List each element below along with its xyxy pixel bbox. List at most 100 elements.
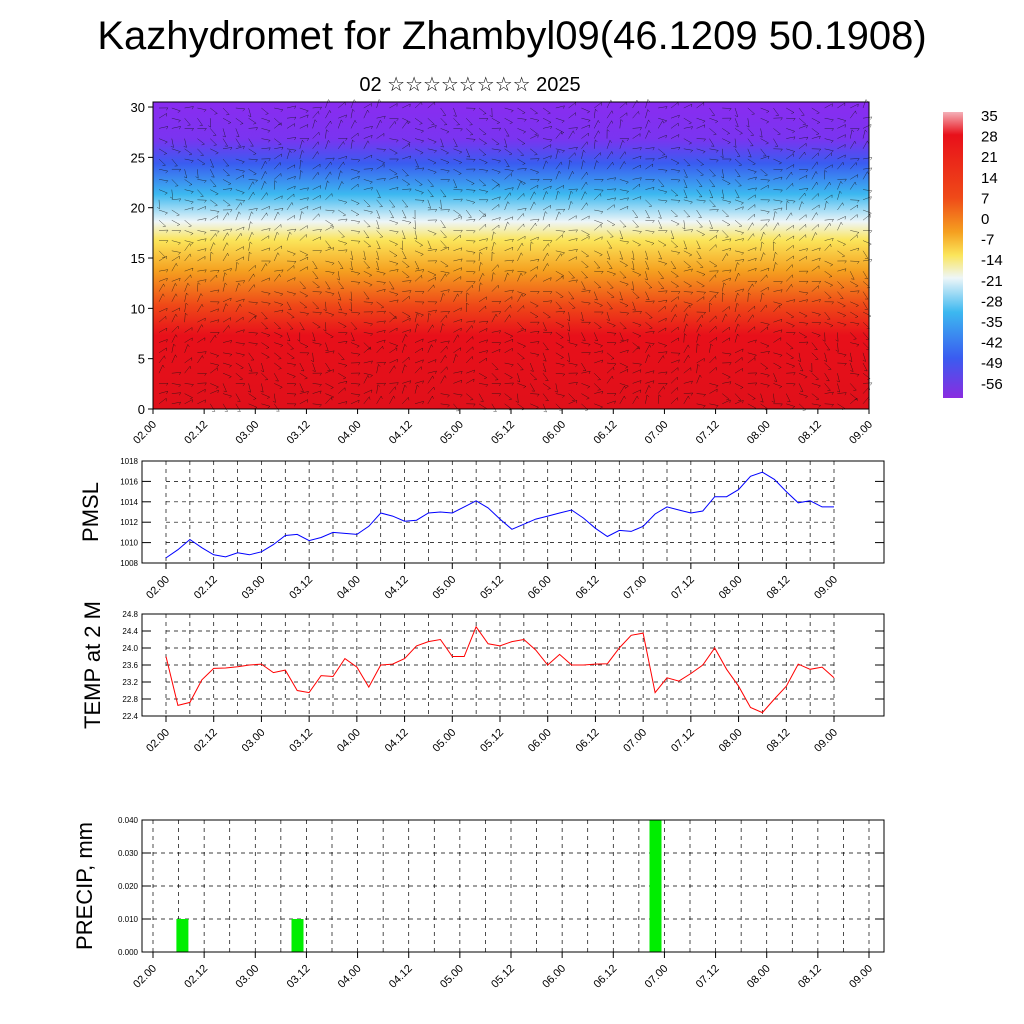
wind-barb <box>734 169 741 177</box>
wind-barb <box>286 228 296 231</box>
wind-barb-flag <box>281 195 283 199</box>
wind-barb-flag <box>778 367 782 369</box>
page-subtitle: 02 ☆☆☆☆☆☆☆☆ 2025 <box>359 74 581 96</box>
wind-barb-flag <box>236 135 240 138</box>
wind-barb <box>235 303 241 313</box>
wind-barb <box>363 103 372 109</box>
wind-barb-flag <box>777 133 781 136</box>
wind-barb <box>376 148 386 150</box>
wind-barb-flag <box>255 208 258 212</box>
wind-barb <box>363 260 370 268</box>
wind-barb-flag <box>754 281 758 284</box>
wind-barb <box>734 220 743 227</box>
wind-barb-flag <box>522 112 526 115</box>
wind-barb-flag <box>792 406 795 409</box>
wind-barb <box>594 219 603 224</box>
wind-barb-flag <box>626 191 629 194</box>
wind-barb-flag <box>498 393 501 397</box>
wind-barb <box>837 392 847 394</box>
wind-barb <box>850 321 860 325</box>
wind-barb-flag <box>585 409 589 411</box>
wind-barb-flag <box>217 301 220 305</box>
wind-barb <box>299 311 309 314</box>
wind-barb <box>248 107 252 117</box>
wind-barb-flag <box>495 314 498 318</box>
wind-barb-flag <box>690 201 693 205</box>
wind-barb <box>312 362 316 372</box>
wind-barb <box>824 260 833 265</box>
wind-barb <box>427 324 433 333</box>
wind-barb-flag <box>166 339 168 343</box>
temp-y-tick-label: 22.8 <box>122 695 138 704</box>
wind-barb-flag <box>764 174 768 176</box>
wind-barb-flag <box>742 400 744 404</box>
wind-barb <box>760 209 770 213</box>
wind-barb-flag <box>191 128 194 132</box>
wind-barb <box>286 301 292 310</box>
wind-barb-flag <box>187 344 190 348</box>
wind-barb <box>683 392 693 394</box>
wind-barb <box>453 107 457 117</box>
wind-barb <box>414 359 424 364</box>
wind-barb <box>542 138 552 141</box>
wind-barb-flag <box>561 120 565 124</box>
wind-barb-flag <box>166 391 168 395</box>
wind-barb <box>734 333 738 343</box>
wind-barb <box>683 291 693 293</box>
wind-barb-flag <box>627 369 629 373</box>
wind-barb-flag <box>816 212 818 216</box>
wind-barb-flag <box>292 253 296 256</box>
wind-barb-flag <box>818 281 822 284</box>
wind-barb <box>824 222 831 231</box>
wind-barb-flag <box>453 186 457 188</box>
wind-barb <box>376 288 386 292</box>
wind-barb <box>350 270 360 274</box>
wind-barb-flag <box>178 230 181 234</box>
wind-barb-flag <box>405 334 408 338</box>
wind-barb <box>261 228 271 231</box>
wind-barb-flag <box>550 300 553 304</box>
wind-barb <box>645 354 649 364</box>
wind-barb-flag <box>178 384 181 388</box>
wind-barb-flag <box>521 243 524 246</box>
wind-barb <box>645 147 655 150</box>
wind-barb-flag <box>307 124 309 128</box>
wind-barb-flag <box>546 191 549 195</box>
wind-barb-flag <box>204 128 207 132</box>
wind-barb <box>171 383 181 386</box>
wind-barb-flag <box>249 251 252 255</box>
wind-barb <box>363 230 370 238</box>
wind-barb-flag <box>601 311 604 315</box>
wind-barb <box>683 240 688 250</box>
wind-barb-flag <box>599 305 603 308</box>
wind-barb-flag <box>780 148 783 152</box>
wind-barb <box>798 352 801 362</box>
wind-barb <box>504 173 512 180</box>
wind-barb <box>350 322 358 330</box>
wind-barb-flag <box>742 206 744 210</box>
wind-barb-flag <box>319 390 322 394</box>
wind-barb <box>658 240 667 246</box>
wind-barb-flag <box>619 258 623 260</box>
wind-barb <box>440 189 447 197</box>
wind-barb <box>811 107 820 114</box>
wind-barb-flag <box>601 189 604 193</box>
wind-barb <box>798 341 809 343</box>
wind-barb <box>184 240 194 243</box>
wind-barb <box>184 158 194 162</box>
wind-barb-flag <box>729 362 732 366</box>
wind-barb <box>542 403 547 413</box>
wind-barb <box>158 339 168 343</box>
wind-barb-flag <box>511 339 514 343</box>
wind-barb <box>350 139 353 149</box>
wind-barb <box>786 264 793 272</box>
wind-barb-flag <box>419 123 423 125</box>
wind-barb <box>837 124 846 129</box>
wind-barb-flag <box>699 374 702 378</box>
wind-barb <box>350 99 355 109</box>
wind-barb-flag <box>804 315 808 318</box>
wind-barb <box>734 189 740 198</box>
wind-barb <box>824 321 834 326</box>
wind-barb-flag <box>626 312 629 316</box>
